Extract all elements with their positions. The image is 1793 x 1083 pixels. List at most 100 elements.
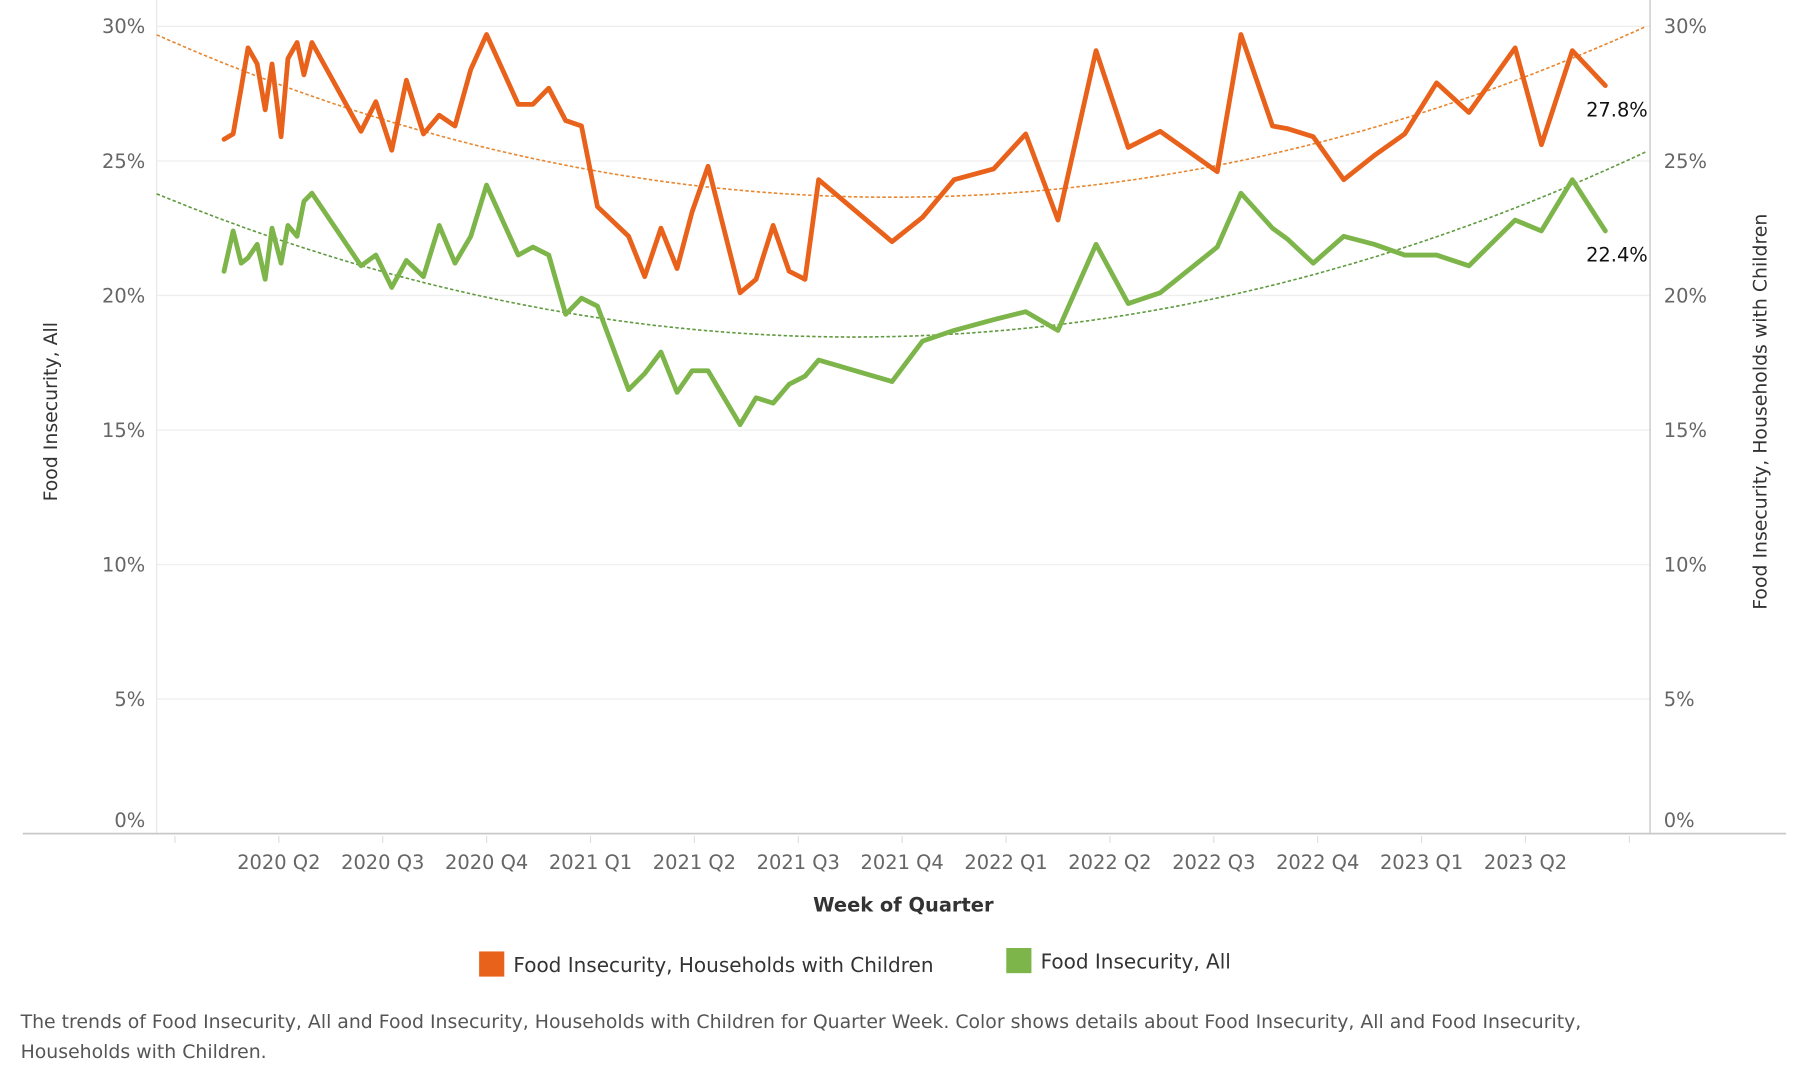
data-point[interactable] <box>546 86 551 91</box>
legend-item-households-with-children[interactable]: Food Insecurity, Households with Childre… <box>479 951 934 977</box>
data-point[interactable] <box>920 215 925 220</box>
series-line-1[interactable] <box>221 177 1608 428</box>
data-point[interactable] <box>1158 290 1163 295</box>
data-point[interactable] <box>404 78 409 83</box>
data-point[interactable] <box>675 266 680 271</box>
data-point[interactable] <box>738 422 743 427</box>
data-point[interactable] <box>531 102 536 107</box>
data-point[interactable] <box>690 210 695 215</box>
data-point[interactable] <box>563 118 568 123</box>
data-point[interactable] <box>222 269 227 274</box>
series-line-0[interactable] <box>221 32 1608 296</box>
data-point[interactable] <box>952 328 957 333</box>
data-point[interactable] <box>626 387 631 392</box>
data-point[interactable] <box>516 253 521 258</box>
data-point[interactable] <box>516 102 521 107</box>
data-point[interactable] <box>659 350 664 355</box>
data-point[interactable] <box>255 62 260 67</box>
data-point[interactable] <box>484 183 489 188</box>
data-point[interactable] <box>1056 328 1061 333</box>
data-point[interactable] <box>453 124 458 129</box>
data-point[interactable] <box>1341 234 1346 239</box>
data-point[interactable] <box>952 177 957 182</box>
data-point[interactable] <box>991 167 996 172</box>
data-point[interactable] <box>579 124 584 129</box>
data-point[interactable] <box>1239 191 1244 196</box>
data-point[interactable] <box>1311 134 1316 139</box>
data-point[interactable] <box>1056 218 1061 223</box>
data-point[interactable] <box>1270 226 1275 231</box>
data-point[interactable] <box>310 191 315 196</box>
data-point[interactable] <box>469 67 474 72</box>
data-point[interactable] <box>1402 253 1407 258</box>
data-point[interactable] <box>531 245 536 250</box>
data-point[interactable] <box>816 177 821 182</box>
data-point[interactable] <box>1023 309 1028 314</box>
data-point[interactable] <box>279 261 284 266</box>
data-point[interactable] <box>484 32 489 37</box>
data-point[interactable] <box>754 277 759 282</box>
data-point[interactable] <box>437 113 442 118</box>
data-point[interactable] <box>1239 32 1244 37</box>
data-point[interactable] <box>690 369 695 374</box>
data-point[interactable] <box>579 296 584 301</box>
data-point[interactable] <box>595 304 600 309</box>
data-point[interactable] <box>803 277 808 282</box>
data-point[interactable] <box>563 312 568 317</box>
data-point[interactable] <box>1372 153 1377 158</box>
data-point[interactable] <box>239 261 244 266</box>
data-point[interactable] <box>1434 253 1439 258</box>
data-point[interactable] <box>1570 48 1575 53</box>
data-point[interactable] <box>1539 229 1544 234</box>
data-point[interactable] <box>1603 229 1608 234</box>
data-point[interactable] <box>1513 218 1518 223</box>
data-point[interactable] <box>246 46 251 51</box>
data-point[interactable] <box>787 269 792 274</box>
data-point[interactable] <box>231 229 236 234</box>
data-point[interactable] <box>675 390 680 395</box>
data-point[interactable] <box>1539 142 1544 147</box>
data-point[interactable] <box>374 99 379 104</box>
data-point[interactable] <box>404 258 409 263</box>
data-point[interactable] <box>310 40 315 45</box>
data-point[interactable] <box>246 255 251 260</box>
data-point[interactable] <box>389 285 394 290</box>
data-point[interactable] <box>595 204 600 209</box>
data-point[interactable] <box>1285 126 1290 131</box>
data-point[interactable] <box>295 234 300 239</box>
data-point[interactable] <box>1094 242 1099 247</box>
data-point[interactable] <box>1467 110 1472 115</box>
data-point[interactable] <box>1285 237 1290 242</box>
data-point[interactable] <box>453 261 458 266</box>
data-point[interactable] <box>302 73 307 78</box>
data-point[interactable] <box>279 134 284 139</box>
data-point[interactable] <box>302 199 307 204</box>
data-point[interactable] <box>890 379 895 384</box>
data-point[interactable] <box>816 358 821 363</box>
data-point[interactable] <box>270 226 275 231</box>
data-point[interactable] <box>1126 301 1131 306</box>
data-point[interactable] <box>706 369 711 374</box>
data-point[interactable] <box>359 129 364 134</box>
data-point[interactable] <box>286 56 291 61</box>
data-point[interactable] <box>1341 177 1346 182</box>
data-point[interactable] <box>1467 264 1472 269</box>
data-point[interactable] <box>920 339 925 344</box>
data-point[interactable] <box>754 395 759 400</box>
data-point[interactable] <box>222 137 227 142</box>
data-point[interactable] <box>1434 81 1439 86</box>
data-point[interactable] <box>642 371 647 376</box>
data-point[interactable] <box>286 223 291 228</box>
data-point[interactable] <box>626 234 631 239</box>
data-point[interactable] <box>263 277 268 282</box>
data-point[interactable] <box>263 107 268 112</box>
data-point[interactable] <box>1215 245 1220 250</box>
data-point[interactable] <box>1603 83 1608 88</box>
data-point[interactable] <box>1023 132 1028 137</box>
data-point[interactable] <box>546 253 551 258</box>
data-point[interactable] <box>706 164 711 169</box>
data-point[interactable] <box>642 274 647 279</box>
data-point[interactable] <box>270 62 275 67</box>
data-point[interactable] <box>255 242 260 247</box>
data-point[interactable] <box>1094 48 1099 53</box>
